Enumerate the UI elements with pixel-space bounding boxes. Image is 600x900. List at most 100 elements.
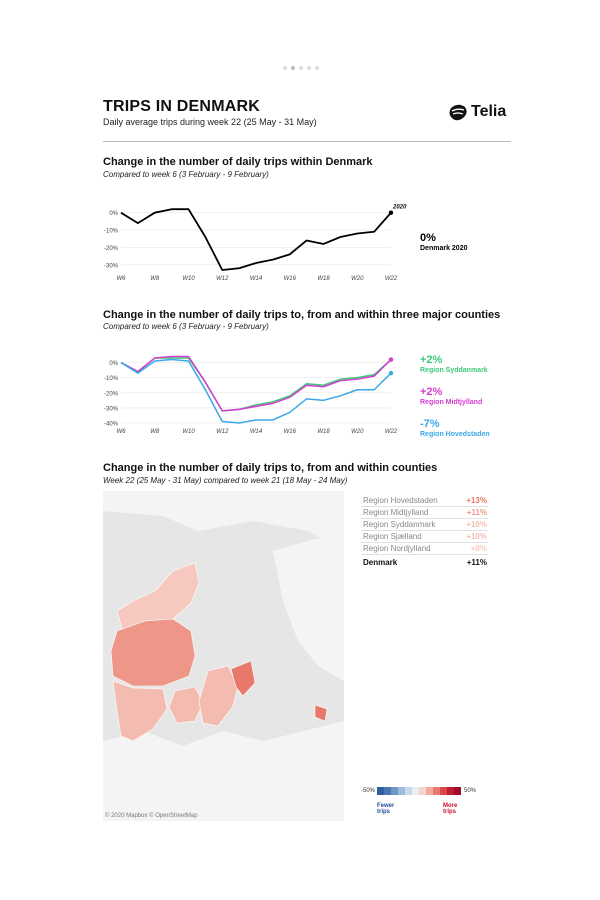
region-row[interactable]: Region Hovedstaden +13%	[361, 495, 488, 507]
x-tick-label: W8	[150, 276, 160, 282]
telia-pebble-icon	[449, 104, 467, 121]
scale-swatch	[454, 787, 461, 795]
region-syddanmark-funen[interactable]	[168, 686, 204, 724]
series-end-point	[388, 370, 394, 376]
x-tick-label: W18	[317, 276, 330, 282]
scale-max-label: 50%	[464, 788, 477, 794]
region-value: +8%	[470, 544, 487, 553]
x-tick-label: W10	[182, 429, 195, 435]
series-end-point	[388, 210, 394, 215]
telia-logo: Telia	[448, 102, 506, 122]
scale-fewer-label: Fewer trips	[377, 803, 395, 815]
chart2-plot: 0% -10% -20% -30% -40%W6 W8 W10 W12 W14 W16 W18 W20…	[104, 355, 398, 435]
series-line-2	[120, 358, 392, 424]
header-divider	[103, 141, 511, 142]
scale-more-label: More trips	[443, 803, 458, 815]
region-hovedstaden-bornholm[interactable]	[314, 704, 328, 722]
x-tick-label: W22	[385, 429, 398, 435]
chart1-plot: 0% -10% -20% -30% W6 W8 W10 W12 W14 W16 W18 W20 W22 2…	[104, 205, 407, 282]
region-value: +10%	[466, 520, 487, 529]
scale-swatch	[398, 787, 405, 795]
legend-value: 0%	[420, 232, 436, 244]
map-canvas	[103, 491, 344, 821]
region-row[interactable]: Region Nordjylland +8%	[361, 543, 488, 555]
map-subtitle: Week 22 (25 May - 31 May) compared to we…	[103, 476, 348, 485]
legend-item: +2% Region Midtjylland	[420, 386, 482, 406]
y-tick-label: -30%	[104, 406, 119, 412]
x-tick-label: W14	[250, 429, 263, 435]
x-tick-label: W14	[250, 276, 263, 282]
region-value: +13%	[466, 496, 487, 505]
total-name: Denmark	[363, 558, 398, 567]
region-name: Region Nordjylland	[363, 544, 431, 553]
chart2-title: Change in the number of daily trips to, …	[103, 309, 501, 321]
region-table: Region Hovedstaden +13% Region Midtjylland…	[361, 495, 488, 568]
page-subtitle: Daily average trips during week 22 (25 M…	[103, 117, 317, 127]
y-tick-label: 0%	[109, 211, 118, 217]
pager-dot[interactable]	[283, 66, 287, 70]
scale-swatch	[384, 787, 391, 795]
region-sjaelland[interactable]	[198, 665, 239, 727]
scale-swatch	[447, 787, 454, 795]
region-row[interactable]: Region Sjælland +10%	[361, 531, 488, 543]
legend-item: -7% Region Hovedstaden	[420, 418, 490, 438]
pager-dots[interactable]	[283, 66, 319, 70]
legend-label: Region Syddanmark	[420, 367, 488, 374]
y-tick-label: -30%	[104, 263, 119, 269]
germany-land	[103, 721, 344, 821]
x-tick-label: W10	[182, 276, 195, 282]
series-end-point	[388, 357, 394, 362]
y-tick-label: -10%	[104, 229, 119, 235]
pager-dot[interactable]	[307, 66, 311, 70]
region-row[interactable]: Region Midtjylland +11%	[361, 507, 488, 519]
chart2-subtitle: Compared to week 6 (3 February - 9 Febru…	[103, 322, 269, 331]
x-tick-label: W16	[284, 429, 297, 435]
legend-label: Region Hovedstaden	[420, 431, 490, 438]
x-tick-label: W6	[117, 429, 127, 435]
legend-value: +2%	[420, 354, 443, 366]
pager-dot[interactable]	[291, 66, 295, 70]
chart1-title: Change in the number of daily trips with…	[103, 156, 373, 168]
page-title: TRIPS IN DENMARK	[103, 98, 260, 115]
region-row[interactable]: Region Syddanmark +10%	[361, 519, 488, 531]
region-name: Region Sjælland	[363, 532, 422, 541]
x-tick-label: W22	[385, 276, 398, 282]
y-tick-label: -20%	[104, 246, 119, 252]
y-tick-label: 0%	[109, 361, 118, 367]
region-value: +11%	[466, 508, 487, 517]
total-row: Denmark +11%	[361, 557, 488, 568]
logo-text: Telia	[471, 103, 507, 120]
series-line-0	[120, 208, 392, 271]
scale-swatch	[377, 787, 384, 795]
region-syddanmark[interactable]	[112, 680, 168, 742]
x-tick-label: W12	[216, 276, 229, 282]
x-tick-label: W12	[216, 429, 229, 435]
scale-swatch	[440, 787, 447, 795]
norway-land	[103, 491, 344, 551]
series-line-0	[120, 357, 392, 412]
y-tick-label: -40%	[104, 422, 119, 428]
x-tick-label: W6	[117, 276, 127, 282]
region-hovedstaden[interactable]	[230, 660, 256, 697]
map-title: Change in the number of daily trips to, …	[103, 462, 438, 474]
scale-min-label: -50%	[361, 788, 376, 794]
x-tick-label: W8	[150, 429, 160, 435]
region-name: Region Syddanmark	[363, 520, 436, 529]
y-tick-label: -10%	[104, 376, 119, 382]
scale-swatch	[419, 787, 426, 795]
scale-bar	[377, 787, 461, 795]
pager-dot[interactable]	[299, 66, 303, 70]
legend-value: +2%	[420, 386, 443, 398]
region-name: Region Hovedstaden	[363, 496, 438, 505]
y-tick-label: -20%	[104, 391, 119, 397]
x-tick-label: W20	[351, 429, 364, 435]
series-line-1	[120, 355, 392, 412]
pager-dot[interactable]	[315, 66, 319, 70]
region-name: Region Midtjylland	[363, 508, 429, 517]
region-midtjylland[interactable]	[110, 618, 196, 687]
denmark-map[interactable]: © 2020 Mapbox © OpenStreetMap	[103, 491, 344, 821]
legend-value: -7%	[420, 418, 440, 430]
series-end-label: 2020	[392, 205, 407, 211]
x-tick-label: W16	[284, 276, 297, 282]
scale-swatch	[426, 787, 433, 795]
